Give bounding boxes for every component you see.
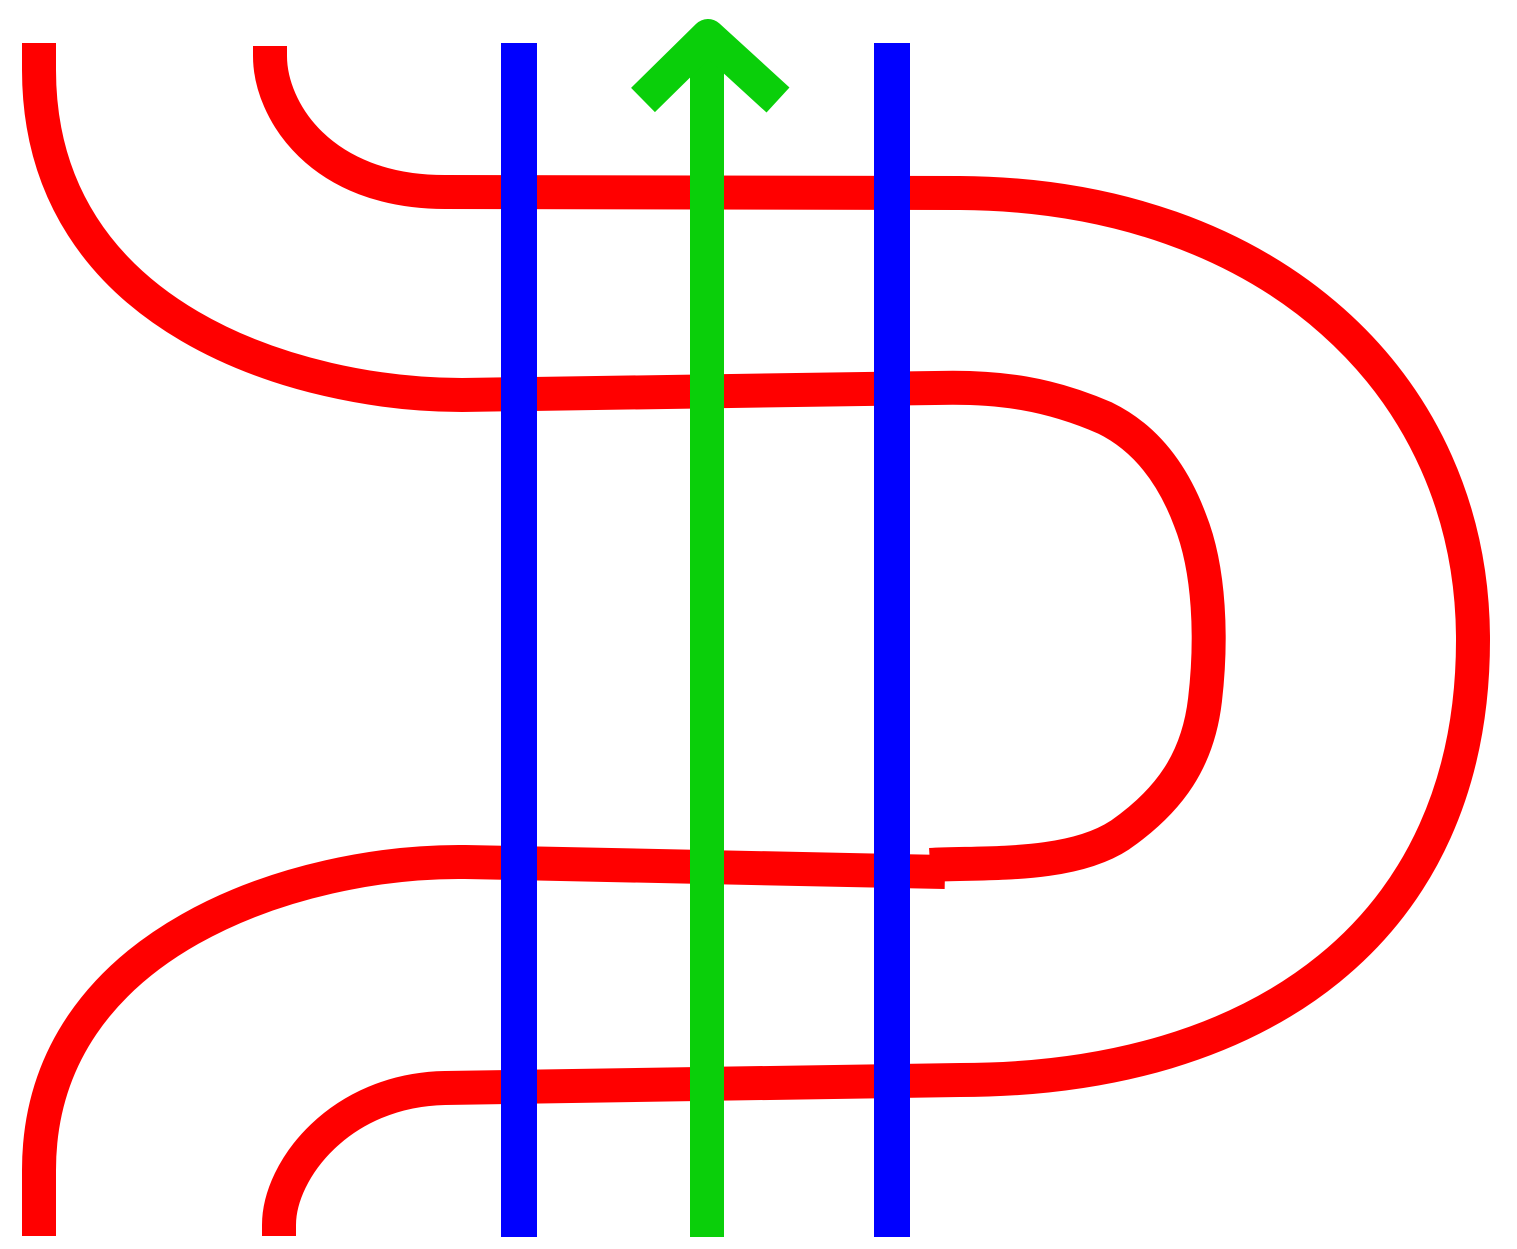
red-strands bbox=[22, 39, 1490, 1242]
blue-strand-right bbox=[874, 43, 910, 1237]
blue-strands bbox=[501, 43, 910, 1237]
green-arrow-head bbox=[631, 19, 790, 113]
green-arrow-shaft bbox=[690, 52, 724, 1237]
red-strand-middle-loop bbox=[22, 844, 946, 1236]
red-strand-top-inner bbox=[253, 39, 1490, 1242]
green-arrow-up bbox=[631, 19, 790, 1237]
blue-strand-left bbox=[501, 43, 537, 1237]
red-strand-top-left bbox=[22, 43, 1226, 882]
